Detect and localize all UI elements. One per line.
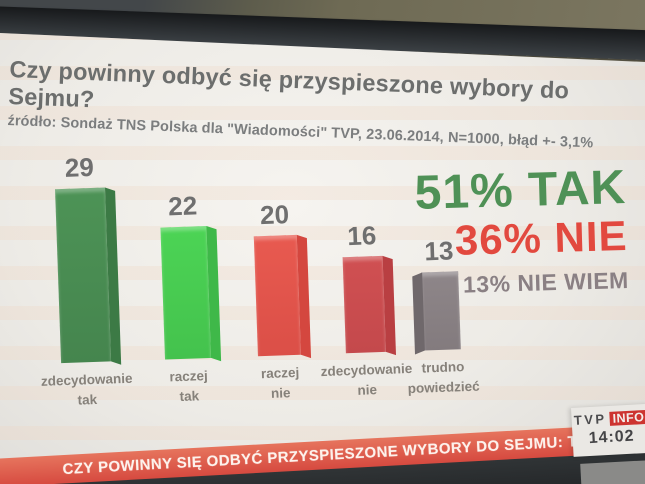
bar [55,187,122,365]
bar [160,226,222,362]
bar-front-face [160,226,212,360]
bar-column: 16 zdecydowanie nie [321,220,413,397]
channel-logo-box: TVP INFO 14:02 [571,403,645,457]
bar-front-face [55,187,112,364]
clock: 14:02 [588,427,636,448]
tvp-info-logo: TVP INFO [571,409,645,428]
bar-side-face [382,255,397,356]
bar-category-label: trudno powiedzieć [407,359,480,396]
bar-value-label: 20 [259,199,290,231]
bar-front-face [342,255,386,354]
summary-line: 51% TAK [413,161,627,220]
bar-front-face [253,234,301,357]
tvp-logo-text: TVP [573,411,607,428]
bar [253,234,312,359]
result-summary: 51% TAK 36% NIE 13% NIE WIEM [413,161,629,302]
bar-column: 22 raczej tak [159,190,222,404]
bar-value-label: 16 [346,220,377,252]
info-logo-badge: INFO [609,409,645,426]
bar-column: 29 zdecydowanie tak [41,151,133,407]
bar-value-label: 29 [64,151,95,183]
summary-line: 36% NIE [453,211,628,264]
summary-line: 13% NIE WIEM [462,267,629,298]
bar-value-label: 22 [167,190,198,222]
table-corner [580,460,645,484]
bar [342,255,397,356]
bar-column: 20 raczej nie [253,199,312,400]
